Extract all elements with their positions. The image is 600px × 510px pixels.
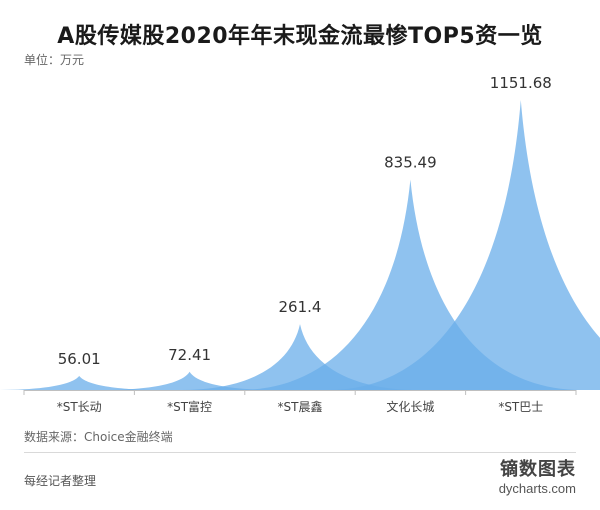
chart-title: A股传媒股2020年年末现金流最惨TOP5资一览 (57, 24, 543, 49)
value-label-3: 261.4 (279, 298, 322, 316)
x-tick-label-5: *ST巴士 (498, 400, 543, 414)
peak-3 (181, 324, 419, 390)
credit-note: 每经记者整理 (24, 474, 97, 488)
peak-2 (102, 371, 277, 390)
peak-chart: 56.01 72.41 261.4 835.49 1151.68 *ST长动 *ST富控 *S… (0, 74, 600, 414)
x-tick-label-2: *ST富控 (167, 399, 212, 414)
value-label-5: 1151.68 (490, 74, 552, 92)
peak-5 (328, 100, 600, 390)
value-label-2: 72.41 (168, 346, 211, 364)
value-label-1: 56.01 (58, 350, 101, 368)
unit-label: 单位：万元 (24, 53, 85, 67)
peak-4 (239, 179, 582, 390)
data-source: 数据来源：Choice金融终端 (24, 430, 173, 444)
footer-divider (24, 452, 576, 453)
value-label-4: 835.49 (384, 154, 437, 172)
x-tick-label-4: 文化长城 (386, 399, 434, 414)
brand-url: dycharts.com (498, 481, 576, 496)
x-tick-label-3: *ST晨鑫 (278, 399, 323, 414)
peak-1 (0, 375, 163, 390)
x-tick-label-1: *ST长动 (57, 400, 102, 414)
brand-name: 镝数图表 (500, 459, 576, 480)
brand-logo: 镝数图表 dycharts.com (499, 459, 576, 496)
chart-area: 56.01 72.41 261.4 835.49 1151.68 *ST长动 *ST富控 *S… (0, 74, 600, 414)
